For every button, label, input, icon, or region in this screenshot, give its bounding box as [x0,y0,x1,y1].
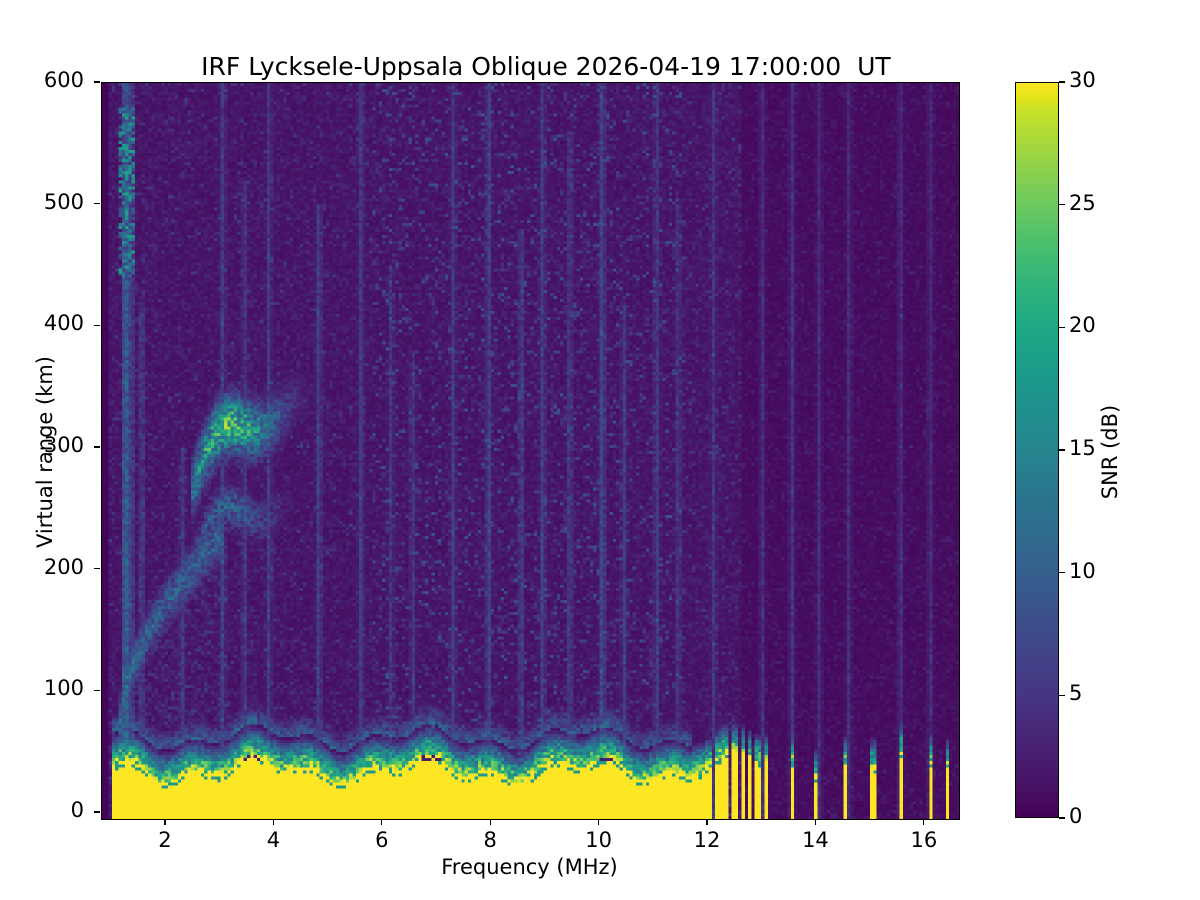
x-tick-label: 16 [910,828,938,852]
y-tick-label: 200 [43,554,84,579]
colorbar-tick-label: 0 [1069,804,1083,828]
heatmap-canvas[interactable] [102,83,959,819]
colorbar[interactable] [1015,82,1059,818]
colorbar-tick [1059,81,1065,83]
x-tick-label: 4 [266,828,281,852]
y-tick-label: 500 [43,189,84,214]
y-tick [94,324,100,326]
colorbar-tick [1059,326,1065,328]
x-axis-title: Frequency (MHz) [441,855,618,879]
colorbar-tick-label: 25 [1069,190,1096,215]
y-tick [94,689,100,691]
x-tick [706,819,708,825]
colorbar-tick [1059,204,1065,206]
colorbar-tick-label: 5 [1069,681,1083,706]
x-tick-label: 6 [375,828,389,852]
y-tick [94,811,100,813]
x-tick-label: 12 [693,828,721,852]
y-tick [94,203,100,205]
y-tick-label: 100 [43,676,84,701]
y-tick [94,568,100,570]
y-tick-label: 600 [43,68,84,92]
x-tick-label: 8 [483,828,497,852]
colorbar-tick-label: 10 [1069,558,1096,583]
colorbar-tick-label: 20 [1069,313,1096,338]
x-tick [598,819,600,825]
x-tick [381,819,383,825]
colorbar-tick-label: 15 [1069,436,1096,460]
x-tick-label: 10 [585,828,612,852]
y-tick [94,81,100,83]
y-tick-label: 400 [43,311,84,336]
colorbar-tick-label: 30 [1069,68,1096,92]
colorbar-tick [1059,694,1065,696]
y-tick-label: 0 [70,797,84,822]
x-tick [489,819,491,825]
colorbar-tick [1059,449,1065,451]
y-tick [94,446,100,448]
colorbar-gradient [1015,82,1059,818]
x-tick [164,819,166,825]
colorbar-tick [1059,817,1065,819]
y-axis-title: Virtual range (km) [33,355,57,549]
colorbar-tick [1059,572,1065,574]
x-tick-label: 2 [158,828,172,852]
ionogram-heatmap[interactable] [102,83,959,819]
x-tick [272,819,274,825]
x-tick [814,819,817,825]
title-line-1: IRF Lycksele-Uppsala Oblique 2026-04-19 … [201,52,891,81]
colorbar-title: SNR (dB) [1098,404,1122,500]
plot-axes[interactable] [101,82,960,820]
x-tick-label: 14 [802,828,829,852]
x-tick [923,819,925,825]
y-tick-label: 300 [43,432,84,457]
